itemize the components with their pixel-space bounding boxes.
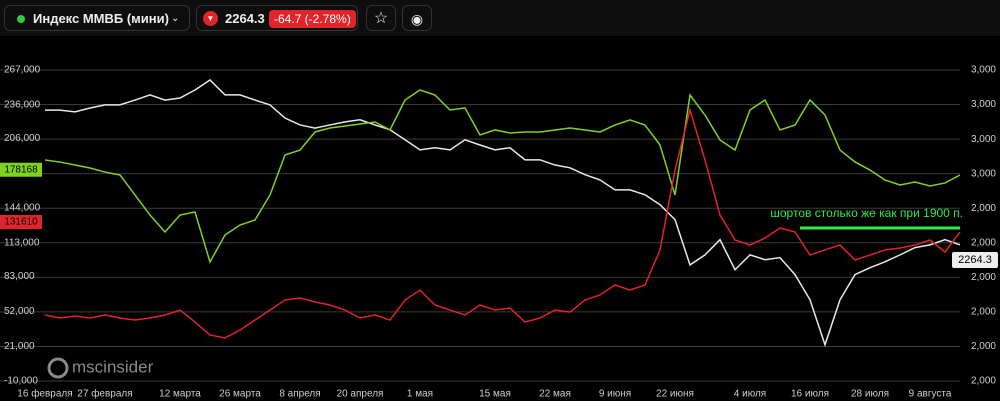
x-tick-label: 22 июня (656, 389, 694, 400)
y-tick-label: 236,000 (4, 99, 41, 110)
y2-tick-label: 3,000 (971, 134, 996, 145)
y-tick-label: 21,000 (4, 341, 35, 352)
change: -64.7 (-2.78%) (269, 10, 356, 28)
y-tick-label: 83,000 (4, 271, 35, 282)
chart: mscinsider 3,000 3,000 3,000 3,000 2,000 2,00… (0, 65, 998, 400)
axis-badge-label: 178168 (4, 164, 38, 175)
status-dot (17, 15, 25, 23)
watermark: mscinsider (72, 357, 154, 376)
x-tick-label: 26 марта (219, 389, 261, 400)
favorite-button[interactable]: ☆ (366, 5, 396, 31)
y-tick-label: -10,000 (4, 376, 38, 387)
y2-tick-label: 2,000 (971, 272, 996, 283)
x-tick-label: 15 мая (479, 389, 511, 400)
down-icon: ▼ (203, 11, 218, 26)
series-line (45, 79, 961, 348)
price-box: ▼ 2264.3 -64.7 (-2.78%) (196, 5, 358, 31)
x-tick-label: 4 июля (734, 389, 766, 400)
y-tick-label: 206,000 (4, 133, 41, 144)
y2-tick-label: 2,000 (971, 341, 996, 352)
x-tick-label: 28 июля (851, 389, 889, 400)
y2-tick-label: 3,000 (971, 99, 996, 110)
x-tick-label: 22 мая (539, 389, 571, 400)
visibility-button[interactable]: ◉ (402, 5, 432, 31)
x-tick-label: 27 февраля (77, 388, 132, 400)
series-line (44, 89, 961, 264)
axis-badge (0, 162, 42, 177)
y2-tick-label: 2,000 (971, 237, 996, 248)
instrument-name: Индекс ММВБ (мини) (33, 11, 169, 26)
y-tick-label: 144,000 (4, 203, 41, 214)
price-badge (952, 251, 998, 268)
x-tick-label: 9 августа (909, 389, 952, 400)
x-tick-label: 9 июня (599, 389, 631, 400)
annotation-text: шортов столько же как при 1900 п. (770, 206, 963, 220)
x-tick-label: 12 марта (159, 389, 201, 400)
price-badge-label: 2264.3 (958, 254, 992, 266)
chevron: ⌄ (171, 13, 180, 24)
x-tick-label: 16 июля (791, 389, 829, 400)
series-line (44, 107, 961, 339)
x-tick-label: 20 апреля (337, 389, 384, 400)
header: Индекс ММВБ (мини) ⌄ ▼ 2264.3 -64.7 (-2.… (0, 0, 1000, 36)
x-tick-label: 1 мая (407, 389, 433, 400)
y-tick-label: 113,000 (4, 238, 40, 249)
y-tick-label: 52,000 (4, 306, 35, 317)
y-tick-label: 267,000 (4, 65, 41, 76)
y2-tick-label: 3,000 (971, 65, 996, 76)
x-tick-label: 16 февраля (17, 388, 72, 400)
y2-tick-label: 2,000 (971, 203, 996, 214)
instrument-selector[interactable]: Индекс ММВБ (мини) ⌄ (4, 5, 190, 31)
y2-tick-label: 3,000 (971, 168, 996, 179)
y2-tick-label: 2,000 (971, 376, 996, 387)
y2-tick-label: 2,000 (971, 307, 996, 318)
axis-badge (0, 215, 42, 230)
watermark-logo (47, 357, 69, 379)
price: 2264.3 (225, 11, 265, 26)
x-tick-label: 8 апреля (279, 389, 320, 400)
axis-badge-label: 131610 (4, 217, 38, 228)
